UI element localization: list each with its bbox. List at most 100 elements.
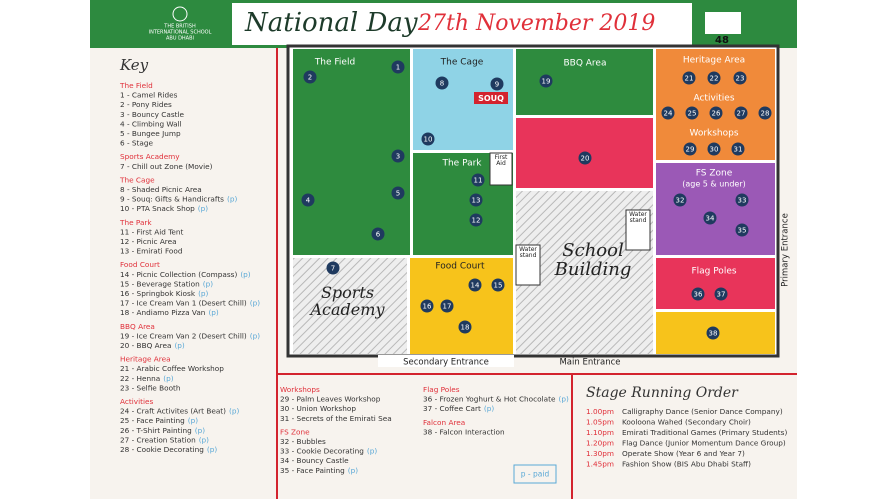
key-heading: BBQ Area — [120, 322, 155, 331]
marker-number: 34 — [706, 215, 715, 223]
paid-tag: (p) — [229, 407, 239, 416]
marker-number: 24 — [664, 110, 673, 118]
key-item: 14 - Picnic Collection (Compass) (p) — [120, 270, 251, 279]
paid-tag: (p) — [174, 341, 184, 350]
entrance-label: Main Entrance — [559, 358, 620, 368]
zone-label: The Cage — [440, 58, 484, 68]
key-item-label: 35 - Face Painting — [280, 466, 345, 475]
zone-label: Flag Poles — [691, 267, 736, 277]
stage-act: Calligraphy Dance (Senior Dance Company) — [622, 407, 783, 416]
souq-label: SOUQ — [478, 94, 504, 103]
key-item: 11 - First Aid Tent — [120, 227, 184, 236]
marker — [326, 261, 340, 275]
marker — [490, 77, 504, 91]
key-item-label: 8 - Shaded Picnic Area — [120, 185, 202, 194]
paid-tag: (p) — [199, 435, 209, 444]
marker-number: 29 — [686, 146, 695, 154]
marker-number: 20 — [581, 155, 590, 163]
key-item-label: 2 - Pony Rides — [120, 100, 172, 109]
zone-label: BBQ Area — [563, 59, 606, 69]
marker-number: 26 — [712, 110, 721, 118]
stage-act: Fashion Show (BIS Abu Dhabi Staff) — [622, 460, 751, 469]
marker — [661, 106, 675, 120]
zone-label: The Park — [441, 159, 482, 169]
key-item: 19 - Ice Cream Van 2 (Desert Chill) (p) — [120, 331, 260, 340]
marker-number: 17 — [443, 303, 452, 311]
key-item-label: 37 - Coffee Cart — [423, 404, 481, 413]
key-item: 23 - Selfie Booth — [120, 383, 181, 392]
paid-note: p - paid — [521, 470, 550, 479]
key-title: Key — [119, 56, 149, 74]
key-item: 17 - Ice Cream Van 1 (Desert Chill) (p) — [120, 299, 260, 308]
paid-tag: (p) — [163, 374, 173, 383]
key-item-label: 13 - Emirati Food — [120, 247, 182, 256]
marker — [301, 193, 315, 207]
key-heading: Sports Academy — [120, 152, 180, 161]
marker — [391, 60, 405, 74]
key-item-label: 38 - Falcon Interaction — [423, 427, 505, 436]
marker-number: 21 — [685, 75, 694, 83]
school-name: THE BRITISH — [163, 24, 196, 30]
paid-tag: (p) — [250, 331, 260, 340]
stage-time: 1.00pm — [586, 407, 614, 416]
zone-label: The Field — [314, 58, 355, 68]
title: National Day — [244, 8, 418, 38]
marker — [391, 186, 405, 200]
marker — [421, 132, 435, 146]
marker — [685, 106, 699, 120]
school-name: ABU DHABI — [166, 36, 194, 42]
paid-tag: (p) — [207, 445, 217, 454]
stage-time: 1.20pm — [586, 439, 614, 448]
key-heading: Food Court — [120, 260, 160, 269]
paid-tag: (p) — [348, 466, 358, 475]
marker-number: 37 — [717, 291, 726, 299]
key-item: 9 - Souq: Gifts & Handicrafts (p) — [120, 195, 237, 204]
key-heading: The Park — [119, 218, 152, 227]
key-item: 5 - Bungee Jump — [120, 129, 181, 138]
building-label: School Building — [554, 240, 632, 280]
key-item-label: 18 - Andiamo Pizza Van — [120, 308, 205, 317]
marker-number: 25 — [688, 110, 697, 118]
marker-number: 15 — [494, 282, 503, 290]
key-item-label: 17 - Ice Cream Van 1 (Desert Chill) — [120, 299, 247, 308]
key-item-label: 25 - Face Painting — [120, 416, 185, 425]
marker — [435, 76, 449, 90]
key-item-label: 10 - PTA Snack Shop — [120, 204, 195, 213]
paid-tag: (p) — [227, 195, 237, 204]
key-item: 2 - Pony Rides — [120, 100, 172, 109]
marker — [731, 142, 745, 156]
key-item: 33 - Cookie Decorating (p) — [280, 447, 377, 456]
paid-tag: (p) — [198, 204, 208, 213]
key-item: 3 - Bouncy Castle — [120, 110, 185, 119]
logo-box — [705, 12, 741, 34]
key-item-label: 30 - Union Workshop — [280, 404, 356, 413]
paid-tag: (p) — [188, 416, 198, 425]
entrance-label: Secondary Entrance — [403, 358, 489, 368]
marker — [734, 106, 748, 120]
school-name: INTERNATIONAL SCHOOL — [149, 30, 212, 36]
key-item: 20 - BBQ Area (p) — [120, 341, 185, 350]
water-label: Water stand — [519, 246, 537, 260]
key-heading: The Cage — [119, 175, 155, 184]
paid-tag: (p) — [367, 447, 377, 456]
water-sign — [515, 244, 541, 286]
marker — [683, 142, 697, 156]
key-item: 36 - Frozen Yoghurt & Hot Chocolate (p) — [423, 395, 569, 404]
zone-label: Heritage Area — [683, 56, 745, 66]
key-item-label: 28 - Cookie Decorating — [120, 445, 204, 454]
paid-tag: (p) — [208, 308, 218, 317]
zone-label: Food Court — [435, 262, 485, 272]
marker — [578, 151, 592, 165]
key-item: 32 - Bubbles — [280, 437, 326, 446]
stage-time: 1.05pm — [586, 418, 614, 427]
key-item-label: 7 - Chill out Zone (Movie) — [120, 162, 213, 171]
marker — [707, 71, 721, 85]
key-item-label: 26 - T-Shirt Painting — [120, 426, 192, 435]
entrance-strip — [378, 355, 514, 367]
marker — [682, 71, 696, 85]
title-panel — [232, 3, 692, 45]
paid-box — [513, 464, 557, 484]
key-heading: The Field — [119, 81, 153, 90]
stage-title: Stage Running Order — [586, 385, 739, 401]
marker-number: 7 — [331, 265, 335, 273]
